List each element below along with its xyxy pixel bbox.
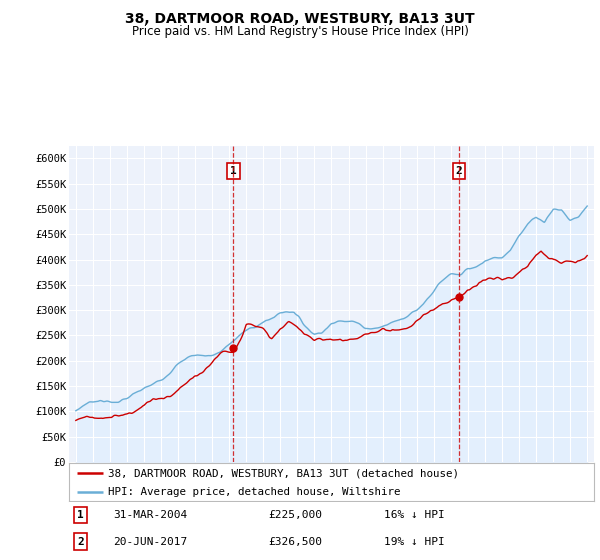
- Text: 20-JUN-2017: 20-JUN-2017: [113, 536, 188, 547]
- Text: 16% ↓ HPI: 16% ↓ HPI: [384, 510, 445, 520]
- Text: 38, DARTMOOR ROAD, WESTBURY, BA13 3UT (detached house): 38, DARTMOOR ROAD, WESTBURY, BA13 3UT (d…: [109, 468, 460, 478]
- Text: HPI: Average price, detached house, Wiltshire: HPI: Average price, detached house, Wilt…: [109, 487, 401, 497]
- Text: 1: 1: [77, 510, 84, 520]
- Text: £225,000: £225,000: [269, 510, 323, 520]
- Text: 31-MAR-2004: 31-MAR-2004: [113, 510, 188, 520]
- Text: 19% ↓ HPI: 19% ↓ HPI: [384, 536, 445, 547]
- Text: 1: 1: [230, 166, 237, 176]
- Text: Price paid vs. HM Land Registry's House Price Index (HPI): Price paid vs. HM Land Registry's House …: [131, 25, 469, 38]
- Text: 2: 2: [455, 166, 462, 176]
- Text: 38, DARTMOOR ROAD, WESTBURY, BA13 3UT: 38, DARTMOOR ROAD, WESTBURY, BA13 3UT: [125, 12, 475, 26]
- Text: £326,500: £326,500: [269, 536, 323, 547]
- Text: 2: 2: [77, 536, 84, 547]
